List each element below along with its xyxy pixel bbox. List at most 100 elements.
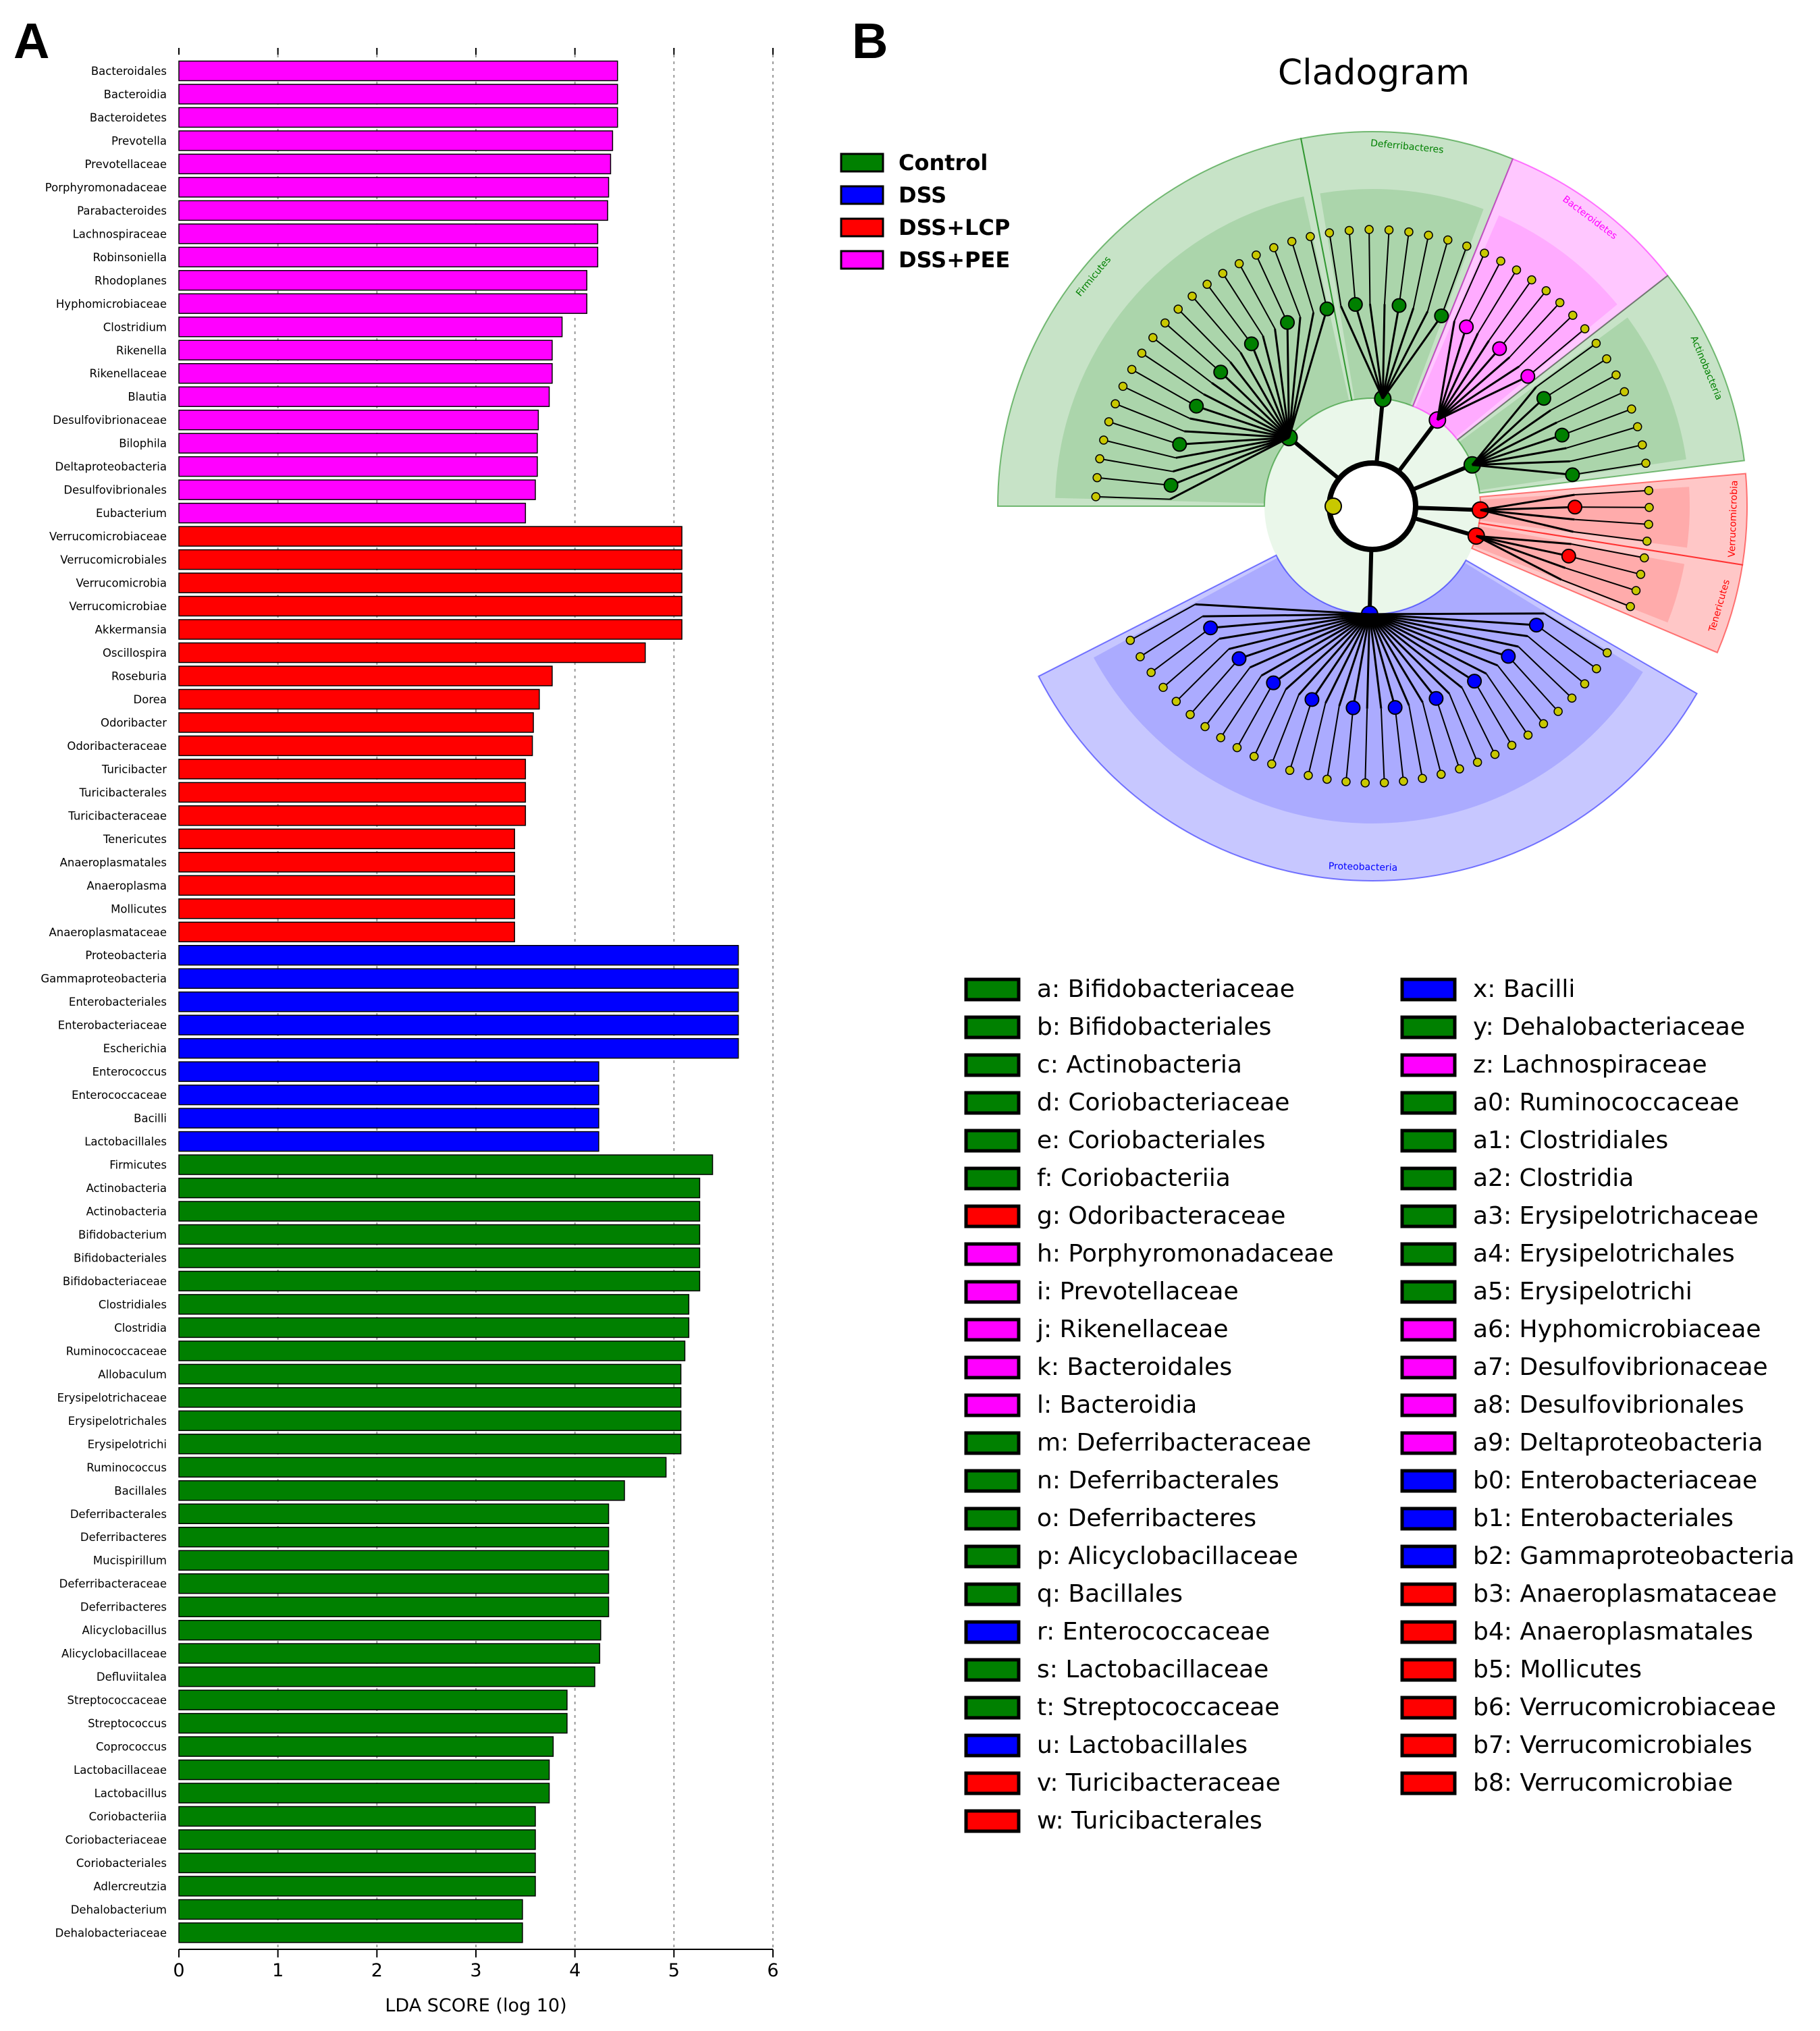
leaf-node	[1602, 354, 1611, 364]
legend-swatch	[840, 185, 884, 205]
legend-swatch	[840, 250, 884, 270]
key-swatch	[964, 1696, 1021, 1720]
bar	[178, 735, 533, 757]
tree-edge	[1288, 308, 1329, 438]
tree-edge	[1289, 699, 1313, 771]
bar-category-label: Dehalobacteriaceae	[55, 1926, 167, 1939]
leaf-node	[1592, 664, 1601, 674]
tree-edge	[1437, 340, 1490, 421]
leaf-node	[1127, 364, 1137, 375]
tree-edge	[1288, 317, 1302, 438]
bar-category-label: Anaeroplasma	[87, 879, 167, 892]
tree-edge	[1412, 235, 1430, 308]
key-entry: b5: Mollicutes	[1473, 1656, 1642, 1683]
bar-category-label: Clostridium	[103, 321, 167, 333]
tree-edge	[1436, 321, 1455, 421]
key-entry: a: Bifidobacteriaceae	[1037, 975, 1295, 1003]
tree-edge	[1476, 535, 1562, 581]
key-entry: e: Coriobacteriales	[1037, 1127, 1265, 1154]
leaf-node	[1173, 304, 1183, 314]
bar	[178, 1899, 523, 1920]
bar-category-label: Lactobacillales	[84, 1135, 167, 1148]
key-swatch	[1400, 1771, 1457, 1795]
leaf-node	[1455, 764, 1464, 774]
tree-edge	[1561, 578, 1631, 607]
panel-label-b: B	[852, 13, 888, 69]
tree-edge	[1461, 687, 1496, 755]
legend-label: DSS+LCP	[899, 215, 1010, 240]
bar-category-label: Adlercreutzia	[93, 1880, 167, 1893]
key-swatch	[1400, 1053, 1457, 1077]
tree-edge	[1354, 304, 1384, 400]
bar-category-label: Desulfovibrionaceae	[53, 414, 167, 427]
leaf-node	[1200, 722, 1210, 732]
tree-edge	[1285, 613, 1370, 690]
bar-category-label: Defluviitalea	[97, 1671, 167, 1683]
tree-edge	[1380, 708, 1385, 783]
bar-category-label: Proteobacteria	[85, 949, 167, 962]
tree-edge	[1436, 326, 1468, 421]
tree-edge	[1471, 386, 1537, 466]
leaf-node	[1202, 279, 1212, 289]
tree-edge	[1364, 708, 1368, 783]
tree-edge	[1466, 261, 1501, 327]
bar	[178, 1689, 568, 1710]
key-swatch	[1400, 1620, 1457, 1644]
bar	[178, 1108, 599, 1129]
inner-node	[1163, 478, 1179, 493]
root-node	[1324, 497, 1342, 515]
key-entry: b: Bifidobacteriales	[1037, 1013, 1271, 1041]
bar-category-label: Oscillospira	[103, 647, 167, 659]
bar-category-label: Bacteroidales	[91, 65, 167, 78]
inner-node	[1203, 620, 1219, 636]
bar	[178, 60, 618, 82]
leaf-node	[1424, 230, 1433, 240]
leaf-node	[1507, 740, 1517, 750]
bar-category-label: Ruminococcus	[86, 1461, 167, 1474]
bar-marks	[178, 60, 739, 1943]
bar	[178, 572, 682, 593]
bar	[178, 1154, 714, 1175]
bar	[178, 1131, 599, 1152]
x-tick-label: 3	[470, 1960, 481, 1981]
inner-node	[1319, 301, 1335, 317]
tree-edge	[1189, 417, 1289, 439]
tree-edge	[1329, 232, 1342, 306]
leaf-node	[1146, 668, 1156, 678]
inner-node	[1172, 437, 1187, 452]
bar	[178, 340, 553, 361]
bar	[178, 875, 515, 896]
bar-category-label: Erysipelotrichales	[68, 1415, 167, 1428]
tree-edge	[1162, 638, 1220, 688]
tree-edge	[1435, 698, 1460, 769]
x-tick-label: 0	[173, 1960, 184, 1981]
leaf-node	[1249, 751, 1259, 761]
bar	[178, 1573, 610, 1594]
key-entry: y: Dehalobacteriaceae	[1473, 1013, 1745, 1041]
key-entry: i: Prevotellaceae	[1037, 1278, 1239, 1305]
tree-edge	[1471, 409, 1551, 466]
inner-node	[1243, 336, 1259, 352]
key-swatch	[1400, 1393, 1457, 1417]
tree-edge	[1338, 614, 1371, 707]
leaf-node	[1626, 601, 1635, 612]
clade-label: Verrucomicrobia	[1727, 480, 1740, 558]
bar	[178, 642, 646, 664]
leaf-node	[1091, 492, 1100, 502]
inner-node	[1213, 364, 1229, 380]
key-entry: r: Enterococcaceae	[1037, 1618, 1270, 1646]
leaf-node	[1640, 553, 1649, 563]
bar	[178, 1247, 701, 1268]
tree-edge	[1368, 614, 1410, 706]
bar	[178, 1294, 690, 1315]
tree-edge	[1368, 229, 1371, 304]
tree-edge	[1219, 613, 1370, 640]
x-tick-label: 6	[767, 1960, 778, 1981]
bar-category-label: Bacteroidetes	[90, 111, 167, 124]
inner-node	[1492, 341, 1507, 356]
inner-node	[1345, 700, 1361, 715]
clade-branch	[1411, 462, 1473, 492]
leaf-node	[1527, 275, 1536, 285]
inner-node	[1536, 391, 1551, 406]
